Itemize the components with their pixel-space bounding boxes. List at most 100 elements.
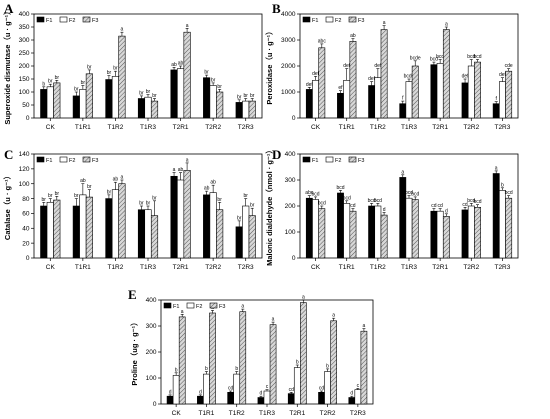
significance-label: a [383, 20, 386, 26]
bar-f3-t1r3 [150, 215, 159, 259]
significance-label: br [81, 80, 86, 86]
bar-f3-t2r1 [183, 31, 191, 119]
significance-label: b [205, 366, 208, 372]
x-tick-label: T2R1 [432, 264, 448, 271]
legend-swatch-f1 [302, 16, 311, 23]
significance-label: c [357, 383, 360, 389]
significance-label: ef [338, 85, 343, 91]
bar-f3-t1r2 [380, 214, 388, 259]
bar-f3-ck [318, 47, 326, 119]
significance-label: bcd [505, 190, 513, 196]
x-tick-label: T1R2 [107, 124, 123, 131]
x-tick-label: T1R1 [75, 124, 91, 131]
significance-label: br [87, 184, 92, 190]
x-tick-label: T1R2 [370, 124, 386, 131]
significance-label: br [217, 197, 222, 203]
significance-label: br [42, 197, 47, 203]
significance-label: br [74, 87, 79, 93]
bar-f2-t1r3 [144, 96, 152, 119]
bar-f2-t1r1 [203, 373, 210, 405]
x-tick-label: CK [311, 124, 321, 131]
bar-f1-t1r2 [105, 79, 113, 119]
panel-letter: C [4, 147, 13, 162]
y-tick-label: 4000 [281, 11, 296, 18]
x-tick-label: T1R3 [401, 124, 417, 131]
significance-label: b [326, 363, 329, 369]
legend-label: F1 [173, 304, 179, 310]
bar-f1-ck [166, 395, 174, 405]
x-tick-label: T2R3 [494, 264, 510, 271]
bar-f1-t2r3 [492, 173, 500, 259]
bar-f2-t2r2 [209, 85, 217, 119]
legend-label: F1 [46, 18, 52, 24]
significance-label: cd [289, 387, 295, 393]
significance-label: a [173, 167, 176, 173]
x-tick-label: T2R1 [289, 410, 305, 417]
x-tick-label: T1R1 [198, 410, 214, 417]
significance-label: a [121, 175, 124, 181]
y-tick-label: 350 [19, 24, 30, 31]
x-tick-label: T2R2 [205, 264, 221, 271]
bar-f1-t1r2 [368, 85, 376, 119]
significance-label: bcd [368, 198, 376, 204]
chart-panel-b: B 0 1000 2000 3000 4000 Peroxidase（u · g⁻¹） CK d… [264, 1, 519, 131]
y-tick-label: 50 [22, 102, 30, 109]
bar-f2-t2r2 [209, 192, 217, 259]
legend-label: F2 [69, 158, 75, 164]
y-tick-label: 400 [19, 11, 30, 18]
significance-label: ab [204, 186, 210, 192]
legend-swatch-f3 [82, 16, 91, 23]
x-tick-label: T2R2 [320, 410, 336, 417]
significance-label: bcd [336, 185, 344, 191]
y-tick-label: 100 [285, 229, 296, 236]
significance-label: br [113, 66, 118, 72]
x-tick-label: T1R2 [107, 264, 123, 271]
bar-f2-ck [312, 199, 319, 259]
significance-label: abc [318, 38, 327, 44]
bar-f1-t1r3 [137, 209, 146, 259]
y-axis-label: Peroxidase（u · g⁻¹） [264, 27, 274, 104]
bar-f3-t2r3 [360, 330, 368, 405]
bar-f2-t1r2 [374, 77, 382, 119]
bar-f3-ck [178, 316, 186, 405]
bar-f2-t2r3 [242, 205, 250, 259]
chart-panel-a: A 0 50 100 150 200 250 300 350 400 Superoxide dism… [2, 1, 263, 131]
panel-letter: A [4, 1, 14, 16]
bar-f1-t2r2 [461, 82, 469, 119]
bar-f3-t2r1 [183, 170, 191, 259]
bar-f2-t2r3 [242, 100, 250, 119]
bar-f3-t2r2 [216, 209, 224, 259]
bar-f3-t1r2 [239, 311, 247, 405]
x-tick-label: T2R3 [238, 264, 254, 271]
significance-label: a [186, 23, 189, 29]
significance-label: d [199, 389, 202, 395]
bar-f3-t1r1 [85, 196, 93, 259]
bar-f3-ck [53, 82, 61, 119]
x-tick-label: T1R2 [229, 410, 245, 417]
legend-swatch-f3 [348, 16, 357, 23]
significance-label: abc [305, 190, 314, 196]
y-tick-label: 0 [153, 401, 157, 408]
y-tick-label: 250 [19, 50, 30, 57]
significance-label: br [243, 93, 248, 99]
significance-label: cd [319, 386, 325, 392]
bar-f1-t2r3 [492, 103, 500, 119]
significance-label: br [87, 64, 92, 70]
significance-label: ab [113, 177, 119, 183]
legend-label: F1 [312, 158, 318, 164]
chart-panel-c: C 0 20 40 60 80 100 120 140 Catalase（u · g⁻¹） CK br… [2, 147, 263, 271]
x-tick-label: T1R1 [339, 264, 355, 271]
significance-label: cd [350, 203, 356, 209]
bar-f2-t1r2 [111, 76, 119, 119]
significance-label: br [107, 70, 112, 76]
significance-label: a [186, 157, 189, 163]
y-axis-label: Malonic dialdehyde（nmol · g⁻¹） [264, 146, 274, 266]
bar-f3-t2r1 [442, 29, 450, 119]
bar-f2-t1r3 [405, 81, 413, 119]
legend-swatch-f2 [59, 156, 68, 163]
x-tick-label: T1R2 [370, 264, 386, 271]
significance-label: bcd [312, 191, 320, 197]
x-tick-label: T2R2 [205, 124, 221, 131]
significance-label: bcd [411, 191, 419, 197]
